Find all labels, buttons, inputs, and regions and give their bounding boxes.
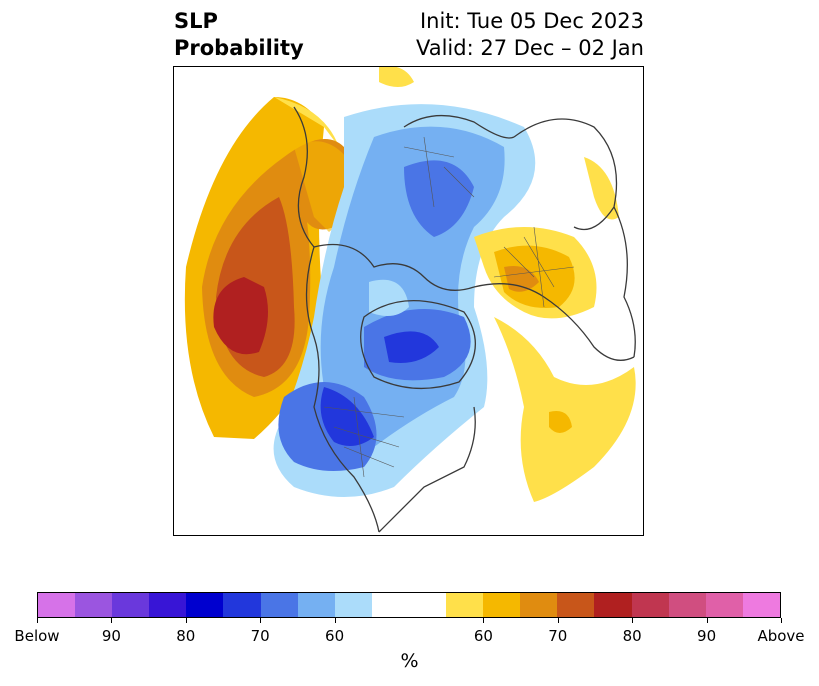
colorbar-swatch [75, 593, 113, 617]
colorbar-tick-label: 80 [622, 627, 642, 645]
colorbar-swatch [334, 593, 372, 617]
colorbar [37, 592, 781, 618]
colorbar-tick-label: Below [14, 627, 60, 645]
colorbar-tickmark [781, 618, 782, 623]
atlantic-above [494, 317, 636, 502]
colorbar-tickmark [706, 618, 708, 623]
colorbar-tickmark [483, 618, 485, 623]
colorbar-tick-label: 90 [697, 627, 717, 645]
siberia-above [379, 67, 414, 87]
colorbar-tickmark [111, 618, 113, 623]
colorbar-swatch [297, 593, 335, 617]
date-block: Init: Tue 05 Dec 2023 Valid: 27 Dec – 02… [416, 8, 644, 62]
title-block: SLP Probability [174, 8, 304, 62]
colorbar-tick-label: 80 [176, 627, 196, 645]
colorbar-tick-label: 60 [473, 627, 493, 645]
title-variable: SLP [174, 9, 218, 33]
probability-map [173, 66, 644, 536]
colorbar-swatch [557, 593, 595, 617]
colorbar-swatch [520, 593, 558, 617]
colorbar-tickmark [334, 618, 336, 623]
pacific-above-80 [213, 277, 268, 355]
colorbar-swatch [446, 593, 484, 617]
colorbar-tickmark [37, 618, 38, 623]
map-canvas [184, 67, 636, 533]
colorbar-swatch [223, 593, 261, 617]
colorbar-swatch [112, 593, 150, 617]
scandinavia-above [584, 157, 619, 220]
colorbar-swatch [705, 593, 743, 617]
colorbar-tickmark [557, 618, 559, 623]
init-date: Init: Tue 05 Dec 2023 [419, 9, 644, 33]
atlantic-above-core [549, 411, 572, 433]
us-below-core [320, 387, 374, 446]
borders [323, 136, 575, 478]
colorbar-tick-label: Above [757, 627, 805, 645]
colorbar-unit: % [400, 650, 419, 672]
colorbar-tick-label: 60 [325, 627, 345, 645]
colorbar-tickmark [260, 618, 262, 623]
colorbar-swatch [483, 593, 521, 617]
greenland-below-core [384, 331, 439, 363]
colorbar-tickmark [185, 618, 187, 623]
colorbar-tickmark [632, 618, 634, 623]
arctic-light-core [369, 279, 409, 316]
colorbar-swatch [260, 593, 298, 617]
colorbar-swatch [186, 593, 224, 617]
coastlines [293, 106, 636, 533]
valid-range: Valid: 27 Dec – 02 Jan [415, 36, 644, 60]
colorbar-swatch [149, 593, 187, 617]
colorbar-swatch [631, 593, 669, 617]
title-metric: Probability [174, 36, 304, 60]
colorbar-swatch [742, 593, 780, 617]
colorbar-tick-label: 70 [548, 627, 568, 645]
colorbar-tick-label: 90 [101, 627, 121, 645]
colorbar-swatch [594, 593, 632, 617]
colorbar-swatch [371, 593, 447, 617]
colorbar-swatch [38, 593, 76, 617]
colorbar-tick-label: 70 [250, 627, 270, 645]
colorbar-swatch [668, 593, 706, 617]
